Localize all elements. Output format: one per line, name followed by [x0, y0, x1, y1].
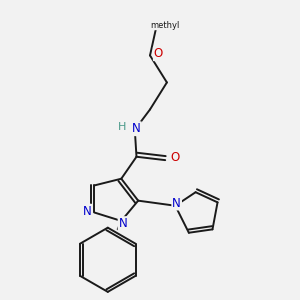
Text: N: N: [132, 122, 141, 135]
Text: methyl: methyl: [151, 20, 180, 29]
Text: N: N: [82, 205, 91, 218]
Text: H: H: [118, 122, 126, 132]
Text: N: N: [118, 217, 127, 230]
Text: O: O: [154, 47, 163, 60]
Text: O: O: [170, 151, 179, 164]
Text: N: N: [172, 196, 181, 209]
